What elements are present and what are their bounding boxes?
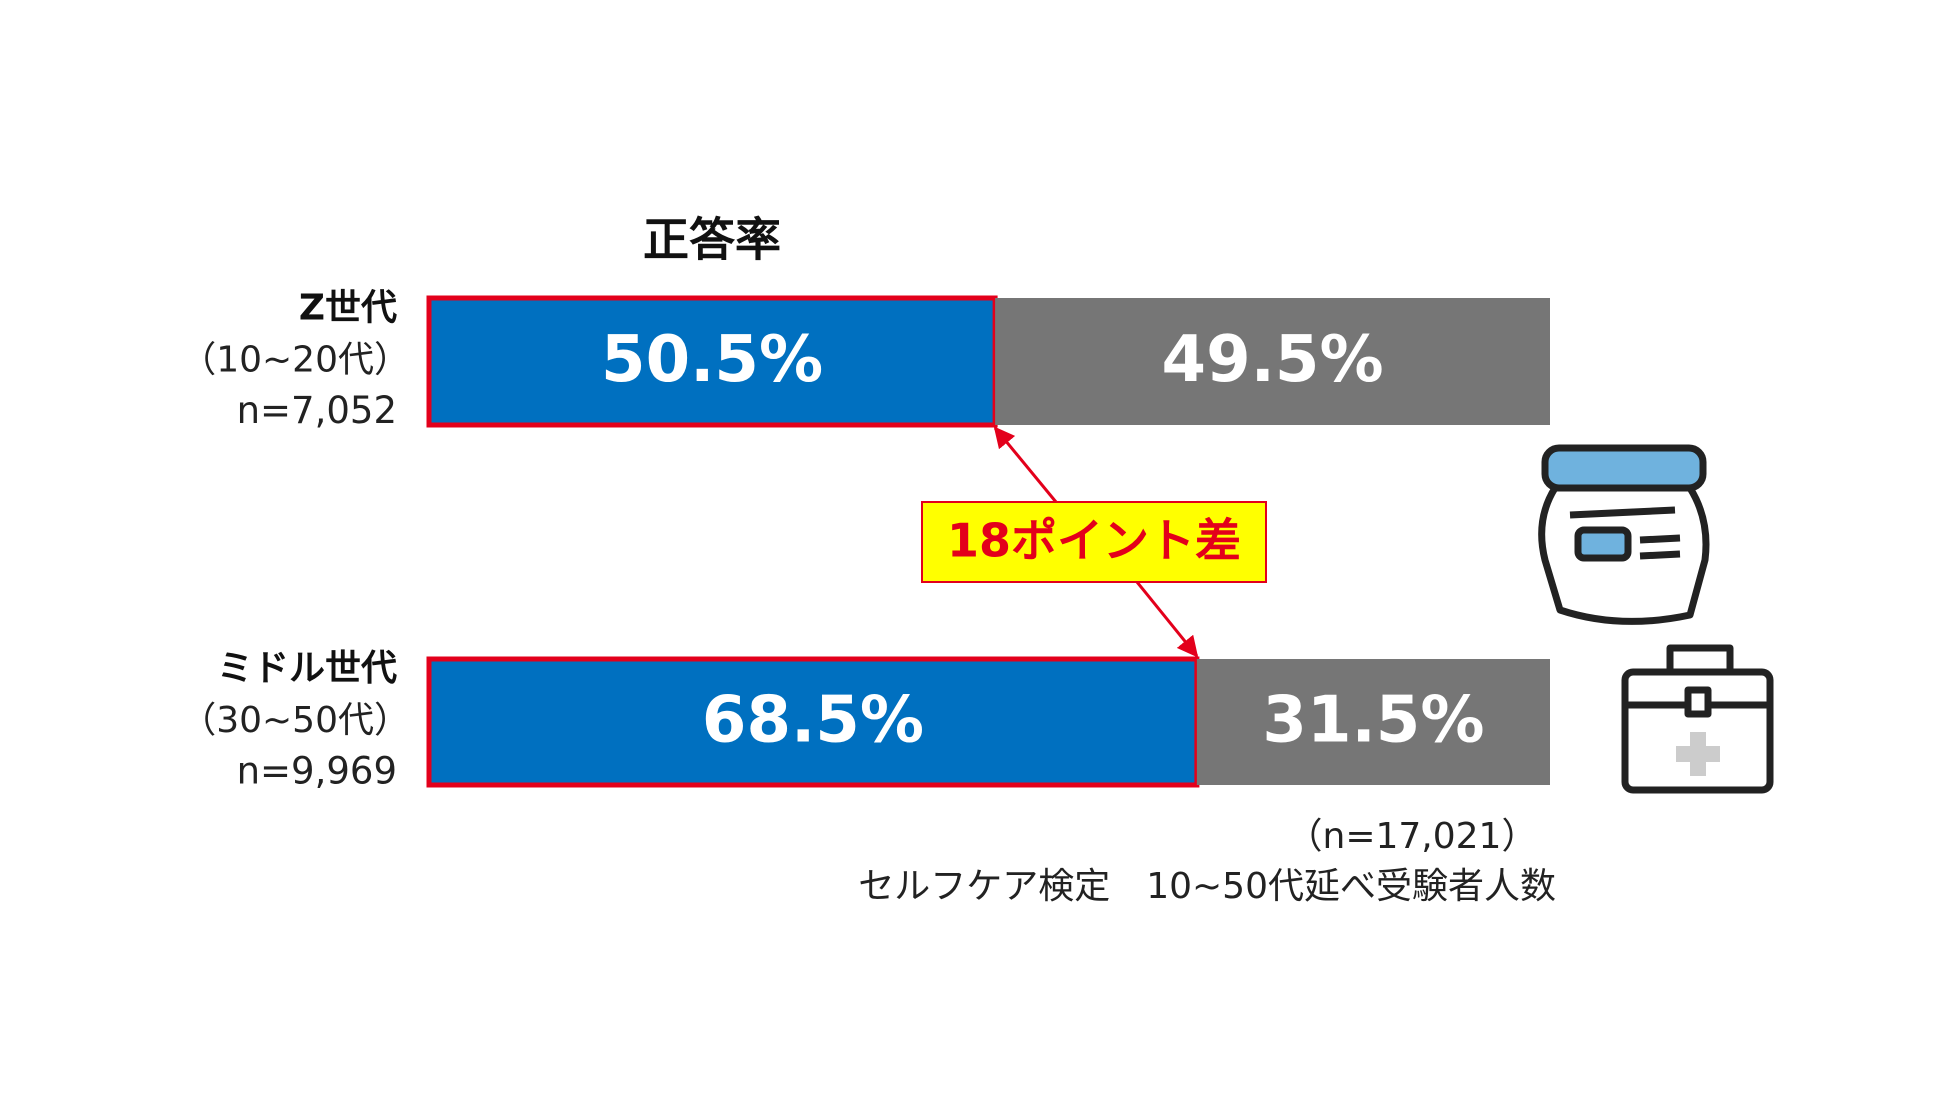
category-count: n=7,052 — [237, 389, 397, 432]
value-label: 49.5% — [1162, 323, 1384, 397]
category-count: n=9,969 — [237, 750, 397, 793]
chart-title: 正答率 — [643, 213, 781, 267]
annotation-box — [921, 501, 1267, 583]
annotation-arrow — [1135, 581, 1199, 658]
bar-segment — [426, 656, 1200, 788]
annotation-arrow — [993, 426, 1058, 503]
value-label: 68.5% — [702, 684, 924, 758]
category-label: ミドル世代 — [217, 648, 397, 689]
value-label: 50.5% — [601, 323, 823, 397]
toolbox-icon — [1621, 644, 1774, 794]
bar-segment — [426, 295, 998, 428]
bar-segment — [1196, 659, 1550, 785]
value-label: 31.5% — [1262, 684, 1484, 758]
bar-segment — [995, 298, 1550, 425]
jar-icon — [1538, 444, 1710, 625]
category-range: （10~20代） — [180, 340, 410, 381]
note: （n=17,021） — [1287, 816, 1538, 857]
category-label: Z世代 — [299, 288, 397, 329]
note: セルフケア検定 10~50代延べ受験者人数 — [858, 866, 1556, 907]
annotation: 18ポイント差 — [947, 514, 1241, 568]
category-range: （30~50代） — [180, 700, 410, 741]
